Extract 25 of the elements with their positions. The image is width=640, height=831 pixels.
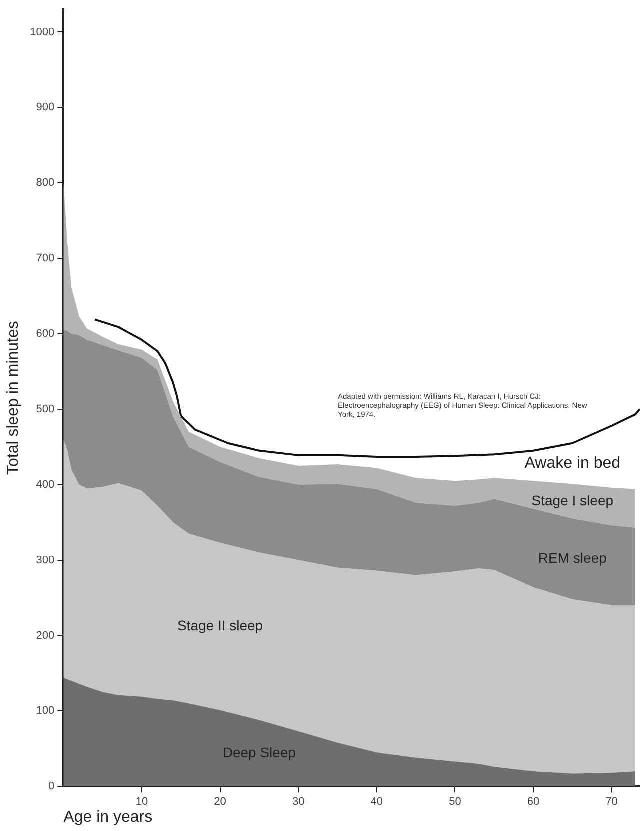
y-tick-label: 200 [36,630,55,642]
series-label: Stage II sleep [177,618,264,634]
x-axis-title: Age in years [64,808,153,826]
x-tick-label: 60 [527,796,540,808]
y-tick-label: 400 [36,478,55,491]
series-label: REM sleep [538,550,608,566]
y-tick-label: 700 [36,252,55,265]
y-tick-label: 500 [36,403,55,416]
y-tick-label: 600 [36,328,55,340]
y-tick-label: 0 [48,780,55,793]
y-tick-label: 900 [36,102,55,114]
y-tick-label: 300 [36,554,55,566]
x-tick-label: 20 [214,796,226,808]
y-tick-label: 800 [36,177,55,190]
x-tick-label: 70 [606,796,618,808]
x-tick-label: 50 [449,796,462,808]
x-tick-label: 40 [370,796,384,808]
y-tick-label: 1000 [30,26,55,38]
y-tick-label: 100 [36,705,55,718]
y-axis-title: Total sleep in minutes [5,321,22,476]
x-tick-label: 10 [136,796,148,808]
series-label: Awake in bed [524,455,621,472]
x-tick-label: 30 [292,796,305,808]
series-label: Deep Sleep [222,744,296,760]
series-label: Stage I sleep [532,492,614,508]
